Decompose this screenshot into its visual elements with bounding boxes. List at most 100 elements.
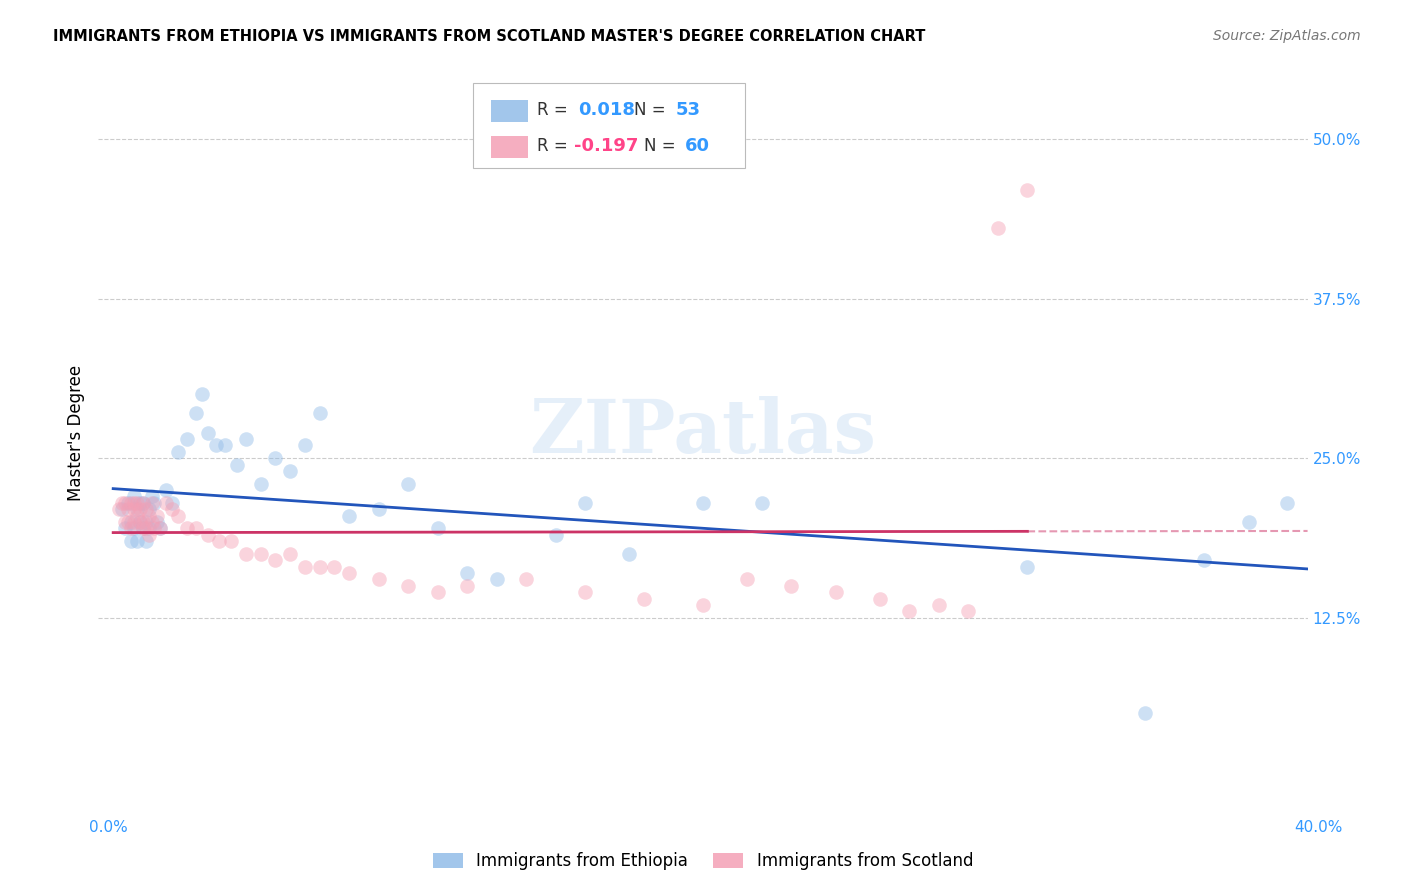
Point (111, 496, 134, 510)
Point (928, 598, 950, 612)
Point (235, 547, 257, 561)
Point (135, 515, 157, 529)
Point (278, 547, 301, 561)
Point (122, 496, 145, 510)
Point (574, 585, 596, 599)
Point (131, 515, 153, 529)
Point (515, 573, 537, 587)
Point (122, 515, 145, 529)
Point (131, 496, 153, 510)
Point (131, 521, 153, 535)
Point (128, 515, 150, 529)
Point (294, 559, 316, 574)
Point (160, 502, 183, 516)
Text: 60: 60 (685, 136, 710, 155)
Point (396, 476, 419, 491)
Point (176, 432, 198, 446)
Point (138, 521, 160, 535)
Point (138, 527, 160, 541)
Point (1135, 706, 1157, 721)
Point (197, 527, 219, 541)
Point (544, 527, 567, 541)
Point (141, 515, 163, 529)
Point (122, 490, 145, 504)
Point (114, 515, 136, 529)
Point (456, 579, 478, 593)
Point (120, 496, 142, 510)
Point (122, 502, 145, 516)
Point (138, 502, 160, 516)
Point (264, 451, 287, 466)
Point (131, 521, 153, 535)
Point (114, 496, 136, 510)
Point (135, 502, 157, 516)
Text: IMMIGRANTS FROM ETHIOPIA VS IMMIGRANTS FROM SCOTLAND MASTER'S DEGREE CORRELATION: IMMIGRANTS FROM ETHIOPIA VS IMMIGRANTS F… (53, 29, 925, 44)
Point (141, 496, 163, 510)
Point (957, 604, 980, 618)
Point (1017, 183, 1039, 197)
Point (125, 508, 148, 523)
Point (692, 496, 714, 510)
Point (735, 573, 758, 587)
Point (120, 515, 142, 529)
Point (122, 521, 145, 535)
Point (337, 566, 360, 580)
Point (1275, 496, 1298, 510)
Point (898, 604, 921, 618)
Point (278, 464, 301, 478)
Text: 0.0%: 0.0% (89, 821, 128, 835)
Text: N =: N = (634, 101, 671, 120)
Point (485, 573, 508, 587)
Text: 40.0%: 40.0% (1295, 821, 1343, 835)
Point (308, 559, 330, 574)
Point (146, 508, 169, 523)
Point (141, 490, 163, 504)
Point (117, 515, 139, 529)
Point (114, 521, 136, 535)
Point (197, 425, 219, 440)
Point (633, 591, 655, 606)
Point (426, 521, 449, 535)
Point (160, 496, 183, 510)
Y-axis label: Master's Degree: Master's Degree (67, 365, 86, 500)
FancyBboxPatch shape (492, 100, 527, 122)
Point (125, 502, 148, 516)
Point (205, 438, 228, 452)
Point (751, 496, 773, 510)
Point (219, 534, 242, 549)
Point (396, 579, 419, 593)
Point (184, 407, 207, 421)
Point (619, 547, 641, 561)
Point (456, 566, 478, 580)
Point (138, 508, 160, 523)
Point (226, 458, 249, 472)
Point (184, 521, 207, 535)
Point (135, 534, 157, 549)
Point (574, 496, 596, 510)
Text: N =: N = (644, 136, 681, 155)
Point (117, 496, 139, 510)
Text: 53: 53 (675, 101, 700, 120)
Point (167, 444, 190, 458)
Point (120, 534, 142, 549)
Point (120, 521, 142, 535)
Text: -0.197: -0.197 (574, 136, 638, 155)
Point (135, 521, 157, 535)
Point (155, 496, 177, 510)
Legend: Immigrants from Ethiopia, Immigrants from Scotland: Immigrants from Ethiopia, Immigrants fro… (426, 846, 980, 877)
Point (128, 515, 150, 529)
Point (337, 508, 360, 523)
Point (125, 496, 148, 510)
Point (111, 502, 134, 516)
Point (249, 547, 271, 561)
Point (824, 585, 846, 599)
FancyBboxPatch shape (474, 83, 745, 169)
Point (143, 521, 166, 535)
Point (176, 521, 198, 535)
Point (367, 502, 389, 516)
Point (125, 534, 148, 549)
Point (869, 591, 891, 606)
Point (190, 387, 212, 401)
FancyBboxPatch shape (492, 136, 527, 158)
Text: R =: R = (537, 136, 574, 155)
